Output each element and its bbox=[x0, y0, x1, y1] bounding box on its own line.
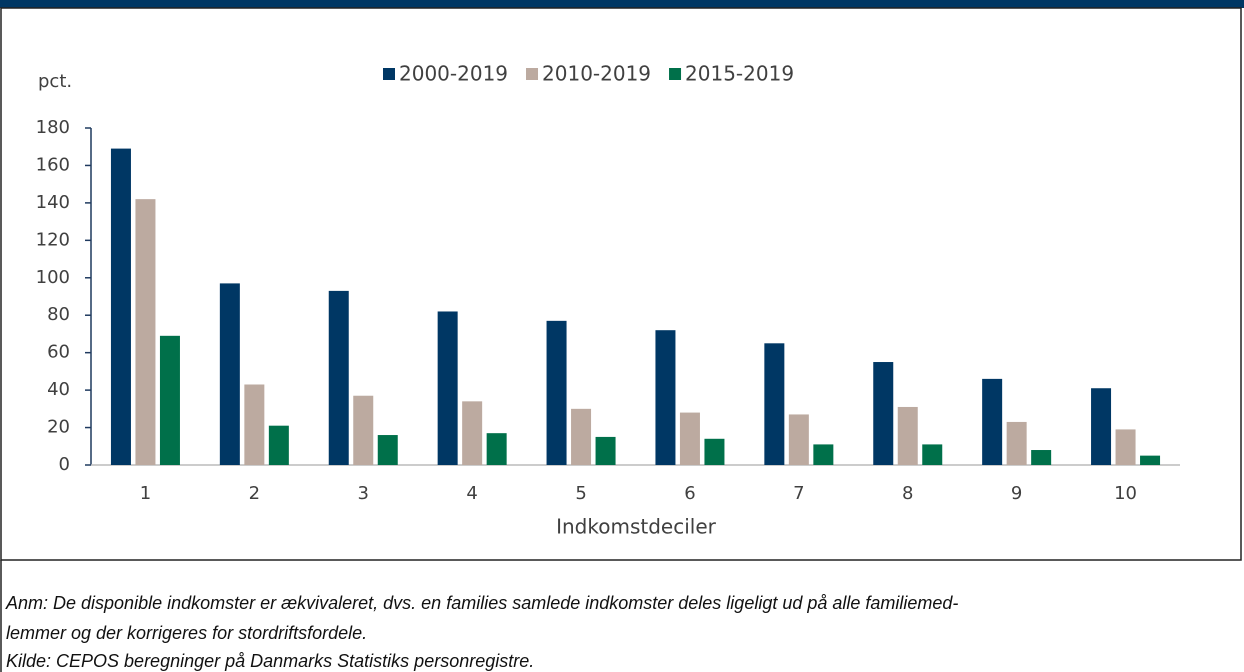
x-tick-label: 9 bbox=[1011, 483, 1022, 504]
legend-label: 2015-2019 bbox=[685, 62, 794, 86]
bar bbox=[1031, 450, 1052, 465]
bar bbox=[377, 435, 398, 465]
bar bbox=[1091, 388, 1112, 465]
y-tick-label: 160 bbox=[36, 154, 70, 175]
bar bbox=[219, 283, 240, 465]
bar bbox=[486, 433, 507, 465]
bar bbox=[353, 395, 374, 465]
frame bbox=[0, 7, 1242, 561]
legend-swatch bbox=[383, 68, 395, 80]
x-tick-label: 8 bbox=[902, 483, 913, 504]
x-tick-label: 2 bbox=[249, 483, 260, 504]
x-tick-label: 5 bbox=[575, 483, 586, 504]
bar bbox=[328, 290, 349, 465]
bar bbox=[764, 343, 785, 465]
bar bbox=[922, 444, 943, 465]
legend-swatch bbox=[526, 68, 539, 80]
x-tick-label: 1 bbox=[140, 483, 151, 504]
y-tick-label: 100 bbox=[36, 267, 70, 288]
x-tick-label: 3 bbox=[358, 483, 369, 504]
bar bbox=[135, 199, 156, 465]
bar bbox=[595, 436, 616, 465]
bar bbox=[244, 384, 265, 465]
bar bbox=[704, 438, 725, 465]
legend-label: 2010-2019 bbox=[542, 62, 651, 86]
y-tick-label: 140 bbox=[36, 192, 70, 213]
x-tick-label: 10 bbox=[1114, 483, 1137, 504]
note: lemmer og der korrigeres for stordriftsf… bbox=[6, 623, 367, 643]
legend-swatch bbox=[669, 68, 682, 80]
legend-label: 2000-2019 bbox=[399, 62, 508, 86]
bar bbox=[462, 401, 483, 465]
y-tick-label: 60 bbox=[47, 342, 70, 363]
bar bbox=[268, 425, 289, 465]
x-tick-label: 7 bbox=[793, 483, 804, 504]
bar bbox=[897, 406, 918, 465]
header-band bbox=[0, 0, 1244, 8]
y-tick-label: 20 bbox=[47, 417, 70, 438]
note: Anm: De disponible indkomster er ækvival… bbox=[5, 593, 958, 613]
y-tick-label: 180 bbox=[36, 117, 70, 138]
bar bbox=[982, 378, 1003, 465]
note: Kilde: CEPOS beregninger på Danmarks Sta… bbox=[6, 651, 534, 671]
y-tick-label: 80 bbox=[47, 304, 70, 325]
bar bbox=[873, 362, 894, 465]
bar bbox=[788, 414, 809, 465]
y-tick-label: 120 bbox=[36, 229, 70, 250]
bar bbox=[813, 444, 834, 465]
x-axis-label: Indkomstdeciler bbox=[556, 515, 717, 539]
x-tick-label: 4 bbox=[466, 483, 477, 504]
bar bbox=[1140, 455, 1161, 465]
bar bbox=[159, 335, 180, 465]
y-tick-label: 0 bbox=[59, 454, 70, 475]
bar bbox=[571, 408, 592, 465]
bar bbox=[1115, 429, 1136, 465]
bar bbox=[655, 330, 676, 465]
bar bbox=[679, 412, 700, 465]
bar bbox=[1006, 421, 1027, 465]
bar bbox=[437, 311, 458, 465]
x-tick-label: 6 bbox=[684, 483, 695, 504]
bar bbox=[546, 320, 567, 465]
bar bbox=[110, 148, 131, 465]
y-axis-label: pct. bbox=[38, 71, 72, 92]
y-tick-label: 40 bbox=[47, 379, 70, 400]
